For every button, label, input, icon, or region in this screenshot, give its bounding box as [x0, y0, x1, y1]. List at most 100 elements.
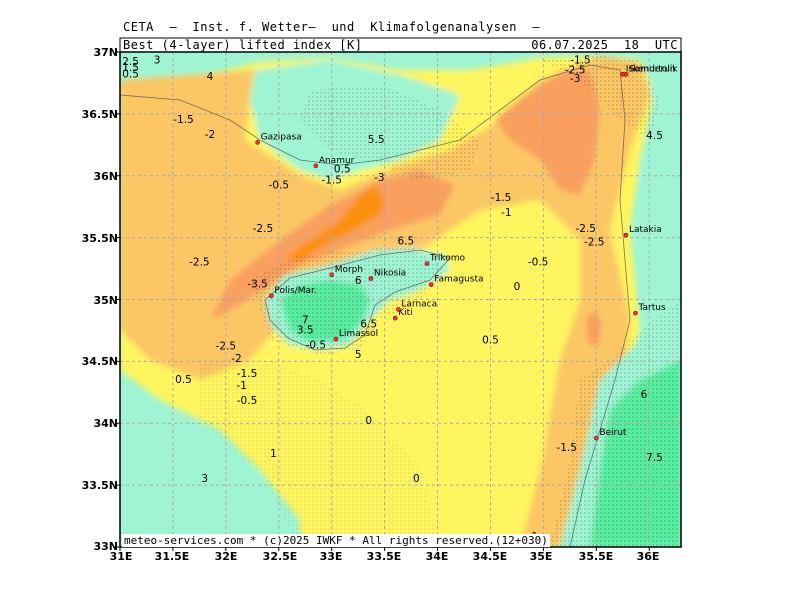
turkey-coastline — [120, 64, 621, 166]
contour-value-label: -0.5 — [528, 256, 549, 268]
city-dot — [623, 71, 629, 77]
contour-value-label: 1.5 — [122, 62, 139, 74]
city-marker: Famagusta — [428, 275, 484, 287]
lon-label: 31E — [109, 550, 133, 563]
city-dot — [396, 307, 401, 312]
lon-label: 35.5E — [578, 550, 614, 563]
contour-value-label: 6.5 — [360, 318, 377, 330]
darker-orange-zone-south — [585, 310, 602, 345]
lat-label: 33.5N — [81, 479, 118, 492]
city-dot — [594, 435, 599, 441]
city-dot — [269, 293, 274, 299]
contour-value-label: 3 — [154, 55, 161, 67]
lon-label: 33.5E — [366, 550, 402, 563]
contour-value-label: -1 — [236, 380, 246, 392]
contour-value-label: 6 — [641, 389, 648, 401]
contour-value-label: 0.5 — [122, 68, 139, 80]
dotted-contours-south — [200, 360, 440, 547]
contour-value-label: -2.5 — [253, 223, 274, 235]
contour-value-label: 7 — [302, 315, 309, 327]
city-dot — [368, 276, 374, 281]
contour-value-label: 5 — [355, 349, 362, 361]
contour-value-label: 5.5 — [368, 134, 385, 146]
contour-value-label: -2.5 — [584, 237, 605, 249]
city-marker: Larnaca — [396, 299, 437, 312]
city-layer: Gazipasa Anamur Trikomo Nikosia Famagusta Mor… — [255, 64, 678, 441]
city-marker: Polis/Mar. — [269, 286, 317, 299]
contour-value-label: 4 — [207, 71, 214, 83]
contour-value-label: 3 — [201, 473, 208, 485]
contour-value-label: 6.5 — [397, 235, 414, 247]
contour-value-label: -3 — [570, 73, 580, 85]
dotted-contours-cyprus — [250, 245, 445, 355]
northeast-stable-zone — [640, 52, 681, 250]
axis-ticks — [116, 51, 650, 551]
contour-value-label: 0 — [514, 281, 521, 293]
contour-value-label: 0.5 — [175, 374, 192, 386]
city-name: Larnaca — [401, 299, 437, 309]
lat-label: 34N — [93, 417, 118, 430]
contour-value-label: 0 — [365, 415, 372, 427]
deep-orange-zone — [285, 185, 385, 262]
city-name: Kiti — [398, 308, 412, 318]
graticule — [120, 52, 681, 547]
city-marker: Morph — [329, 265, 363, 278]
city-marker: Limassol — [333, 329, 378, 342]
city-dot — [428, 282, 434, 287]
contour-value-label: -0.5 — [269, 180, 290, 192]
city-name: Polis/Mar. — [274, 286, 316, 296]
dotted-contours-north — [300, 85, 480, 180]
city-marker: Beirut — [594, 428, 627, 441]
contour-value-label: -3.5 — [247, 279, 268, 291]
city-marker: Samurtolik — [623, 64, 678, 77]
city-name: Latakia — [629, 225, 662, 235]
city-dot — [633, 310, 638, 316]
city-dot — [329, 272, 334, 278]
contour-value-label: -2 — [205, 129, 215, 141]
contour-value-label: -0.5 — [237, 395, 258, 407]
contour-value-label: 7.5 — [646, 452, 663, 464]
city-dot — [255, 140, 260, 145]
city-name: Iskenderun — [626, 64, 676, 74]
lat-label: 35.5N — [81, 232, 118, 245]
city-dot — [313, 163, 319, 169]
lat-label: 36N — [93, 170, 118, 183]
city-name: Anamur — [319, 156, 355, 166]
city-dot — [424, 261, 430, 266]
contour-value-label: 2.5 — [122, 56, 139, 68]
city-marker: Nikosia — [368, 268, 406, 281]
lon-label: 32.5E — [262, 550, 298, 563]
copyright-footer: meteo-services.com * (c)2025 IWKF * All … — [122, 534, 550, 547]
lon-label: 34.5E — [472, 550, 508, 563]
city-name: Limassol — [339, 329, 378, 339]
lat-label: 33N — [93, 540, 118, 553]
city-marker: Kiti — [392, 308, 413, 321]
lon-label: 33E — [319, 550, 343, 563]
lon-label: 32E — [214, 550, 238, 563]
city-name: Beirut — [599, 428, 627, 438]
contour-value-label: -2 — [231, 353, 241, 365]
darker-orange-zone-east — [495, 70, 600, 195]
city-name: Gazipasa — [261, 132, 302, 142]
contour-value-label: -3 — [374, 172, 384, 184]
contour-value-label: 0.5 — [334, 164, 351, 176]
city-name: Famagusta — [434, 275, 483, 285]
city-marker: Tartus — [633, 303, 666, 316]
header-frame — [119, 37, 682, 53]
city-marker: Gazipasa — [255, 132, 302, 145]
contour-value-label: -2.5 — [565, 65, 586, 77]
lon-label: 36E — [636, 550, 660, 563]
lat-label: 34.5N — [81, 355, 118, 368]
cyprus-coastline — [264, 249, 451, 351]
city-marker: Trikomo — [424, 254, 466, 266]
levant-coastline — [569, 69, 631, 547]
contour-value-label: 6 — [355, 275, 362, 287]
lon-label: 34E — [425, 550, 449, 563]
contour-value-label: -0.5 — [306, 339, 327, 351]
city-dot — [392, 315, 398, 321]
contour-value-label: 0.5 — [482, 334, 499, 346]
lat-label: 37N — [93, 46, 118, 59]
city-dot — [623, 232, 629, 238]
light-orange-zone — [120, 56, 650, 547]
city-marker: Anamur — [313, 156, 355, 169]
